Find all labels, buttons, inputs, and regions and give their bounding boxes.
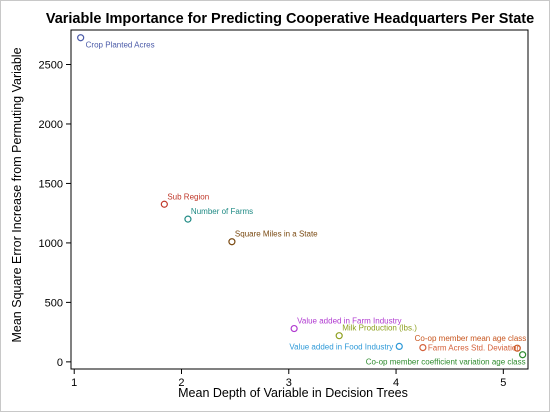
data-point [184, 215, 192, 223]
y-tick-label: 2000 [39, 119, 63, 131]
point-label: Crop Planted Acres [86, 41, 155, 50]
point-label: Co-op member mean age class [415, 334, 527, 343]
y-tick-label: 2500 [39, 59, 63, 71]
data-point [335, 332, 343, 340]
x-tick-label: 4 [393, 377, 399, 389]
chart-title: Variable Importance for Predicting Coope… [46, 11, 534, 27]
x-tick-label: 1 [71, 377, 77, 389]
data-point [419, 343, 427, 352]
data-point [228, 238, 236, 246]
y-axis-label: Mean Square Error Increase from Permutin… [10, 47, 24, 342]
point-label: Number of Farms [191, 207, 253, 216]
data-points [77, 34, 527, 359]
x-tick-label: 3 [286, 377, 292, 389]
y-tick-label: 1500 [39, 178, 63, 190]
x-axis-label: Mean Depth of Variable in Decision Trees [178, 386, 408, 400]
data-point [160, 200, 168, 208]
data-point [395, 342, 403, 350]
point-label: Co-op member coefficient variation age c… [366, 358, 526, 367]
plot-area-frame [70, 29, 529, 370]
point-label: Sub Region [167, 192, 209, 201]
y-tick-label: 0 [57, 357, 63, 369]
x-tick-label: 5 [500, 377, 506, 389]
data-point [513, 344, 521, 352]
data-point [290, 324, 298, 333]
point-label: Farm Acres Std. Deviation [428, 344, 521, 353]
x-axis-ticks: 1 2 3 4 5 [71, 369, 506, 389]
point-label: Value added in Food Industry [289, 342, 393, 351]
y-tick-label: 500 [45, 297, 63, 309]
data-point [77, 34, 85, 42]
x-tick-label: 2 [178, 377, 184, 389]
point-label: Value added in Farm Industry [297, 317, 401, 326]
point-labels: Crop Planted Acres Sub Region Number of Fa… [86, 41, 527, 367]
y-tick-label: 1000 [39, 238, 63, 250]
point-label: Square Miles in a State [235, 230, 318, 239]
point-label: Milk Production (lbs.) [342, 324, 417, 333]
data-point [519, 351, 527, 359]
y-axis-ticks: 0 500 1000 1500 2000 2500 [39, 59, 71, 369]
